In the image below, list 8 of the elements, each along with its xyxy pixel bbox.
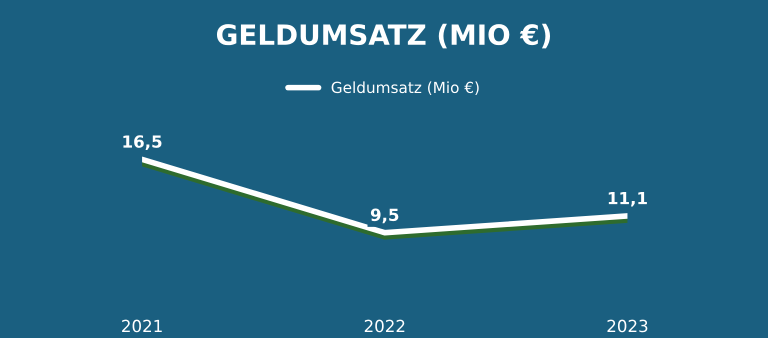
x-tick-label: 2022 [364,320,404,332]
x-tick-label: 2021 [122,320,162,332]
data-label: 9,5 [370,208,398,224]
x-tick-label: 2023 [607,320,648,332]
data-label: 11,1 [608,192,647,207]
chart-title: GELDUMSATZ (MIO €) [216,24,550,48]
legend-label: Geldumsatz (Mio €) [332,81,479,95]
data-label: 16,5 [123,135,162,150]
